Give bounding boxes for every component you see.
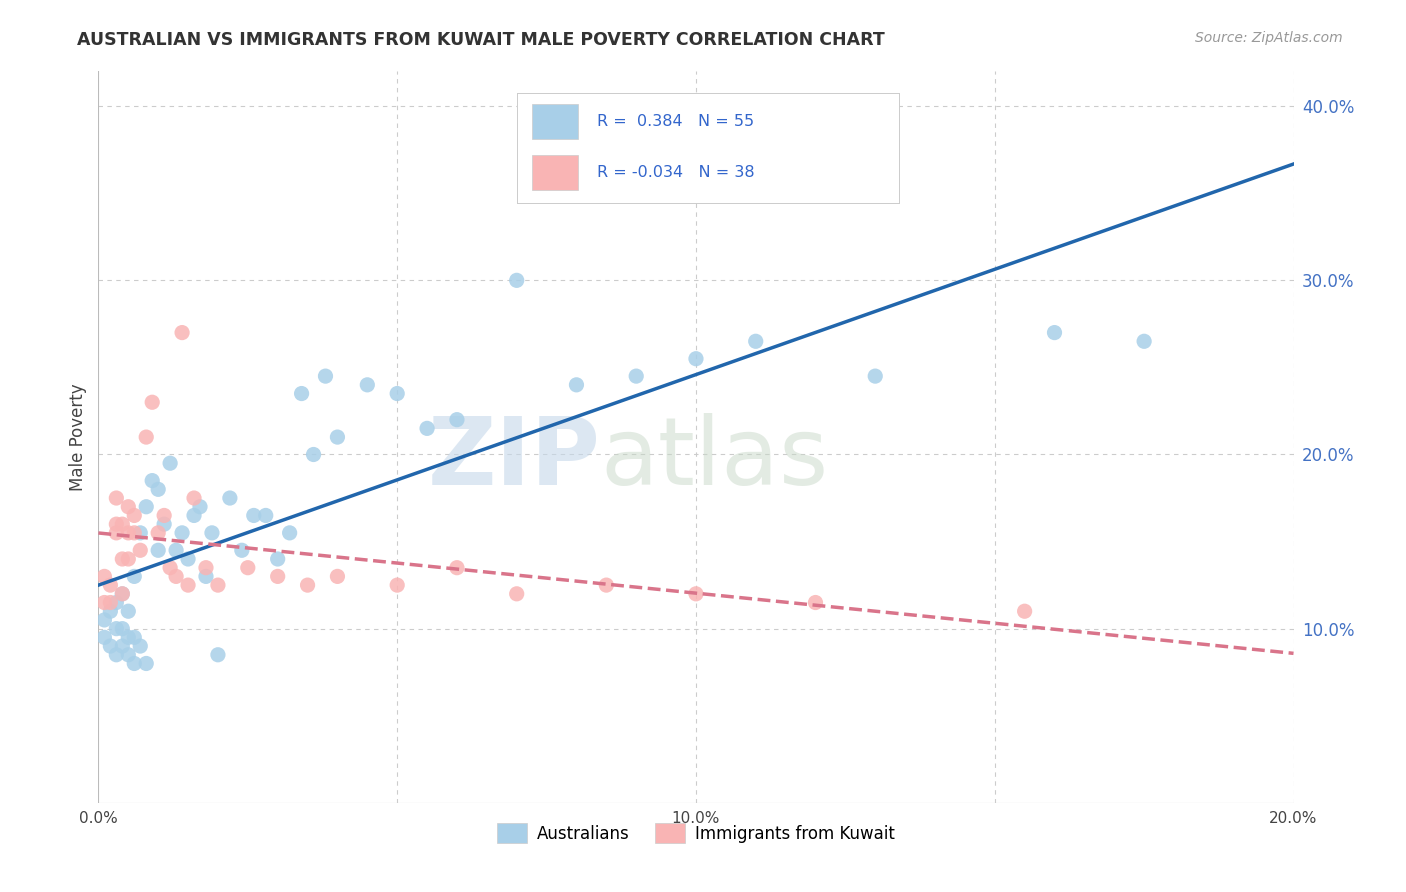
- Point: [105, 491, 128, 505]
- Point: [446, 560, 468, 574]
- Point: [745, 334, 768, 349]
- Point: [117, 604, 139, 618]
- Point: [506, 273, 529, 287]
- Point: [124, 569, 146, 583]
- Point: [111, 552, 134, 566]
- Point: [315, 369, 337, 384]
- Point: [93, 569, 115, 583]
- Point: [159, 456, 181, 470]
- Point: [111, 587, 134, 601]
- Point: [111, 622, 134, 636]
- Point: [148, 525, 170, 540]
- Point: [506, 587, 529, 601]
- Point: [172, 525, 194, 540]
- Point: [231, 543, 253, 558]
- Point: [201, 525, 224, 540]
- Point: [385, 386, 409, 401]
- Point: [243, 508, 266, 523]
- Point: [565, 377, 588, 392]
- Point: [98, 604, 122, 618]
- Point: [267, 552, 290, 566]
- Text: Source: ZipAtlas.com: Source: ZipAtlas.com: [1195, 31, 1343, 45]
- Point: [865, 369, 887, 384]
- Point: [105, 595, 128, 609]
- Text: atlas: atlas: [600, 413, 828, 505]
- Point: [195, 560, 218, 574]
- Point: [188, 500, 211, 514]
- Point: [111, 517, 134, 532]
- Point: [356, 377, 378, 392]
- Point: [219, 491, 242, 505]
- Point: [195, 569, 218, 583]
- Point: [159, 560, 181, 574]
- Point: [93, 595, 115, 609]
- Point: [129, 525, 152, 540]
- Point: [148, 483, 170, 497]
- Point: [135, 657, 157, 671]
- Point: [165, 569, 187, 583]
- Point: [297, 578, 319, 592]
- Point: [124, 631, 146, 645]
- Point: [1014, 604, 1036, 618]
- Point: [446, 412, 468, 426]
- Point: [326, 569, 349, 583]
- Legend: Australians, Immigrants from Kuwait: Australians, Immigrants from Kuwait: [491, 817, 901, 849]
- Point: [98, 578, 122, 592]
- Point: [302, 448, 325, 462]
- Point: [326, 430, 349, 444]
- Point: [177, 578, 200, 592]
- Point: [385, 578, 409, 592]
- Point: [804, 595, 827, 609]
- Point: [685, 351, 707, 366]
- Point: [124, 525, 146, 540]
- Point: [98, 639, 122, 653]
- Point: [254, 508, 277, 523]
- Point: [105, 648, 128, 662]
- Point: [105, 622, 128, 636]
- Point: [595, 578, 617, 592]
- Text: ZIP: ZIP: [427, 413, 600, 505]
- Point: [278, 525, 301, 540]
- Point: [117, 552, 139, 566]
- Point: [117, 648, 139, 662]
- Point: [172, 326, 194, 340]
- Point: [177, 552, 200, 566]
- Point: [111, 587, 134, 601]
- Point: [1133, 334, 1156, 349]
- Point: [105, 525, 128, 540]
- Point: [93, 613, 115, 627]
- Point: [93, 631, 115, 645]
- Point: [153, 517, 176, 532]
- Point: [117, 525, 139, 540]
- Point: [105, 517, 128, 532]
- Point: [153, 508, 176, 523]
- Point: [685, 587, 707, 601]
- Point: [129, 639, 152, 653]
- Point: [141, 395, 163, 409]
- Point: [124, 508, 146, 523]
- Point: [117, 500, 139, 514]
- Y-axis label: Male Poverty: Male Poverty: [69, 384, 87, 491]
- Point: [267, 569, 290, 583]
- Text: AUSTRALIAN VS IMMIGRANTS FROM KUWAIT MALE POVERTY CORRELATION CHART: AUSTRALIAN VS IMMIGRANTS FROM KUWAIT MAL…: [77, 31, 886, 49]
- Point: [141, 474, 163, 488]
- Point: [129, 543, 152, 558]
- Point: [98, 595, 122, 609]
- Point: [117, 631, 139, 645]
- Point: [207, 578, 229, 592]
- Point: [1043, 326, 1066, 340]
- Point: [183, 491, 205, 505]
- Point: [626, 369, 648, 384]
- Point: [207, 648, 229, 662]
- Point: [416, 421, 439, 435]
- Point: [236, 560, 259, 574]
- Point: [135, 430, 157, 444]
- Point: [135, 500, 157, 514]
- Point: [291, 386, 314, 401]
- Point: [148, 543, 170, 558]
- Point: [124, 657, 146, 671]
- Point: [183, 508, 205, 523]
- Point: [165, 543, 187, 558]
- Point: [111, 639, 134, 653]
